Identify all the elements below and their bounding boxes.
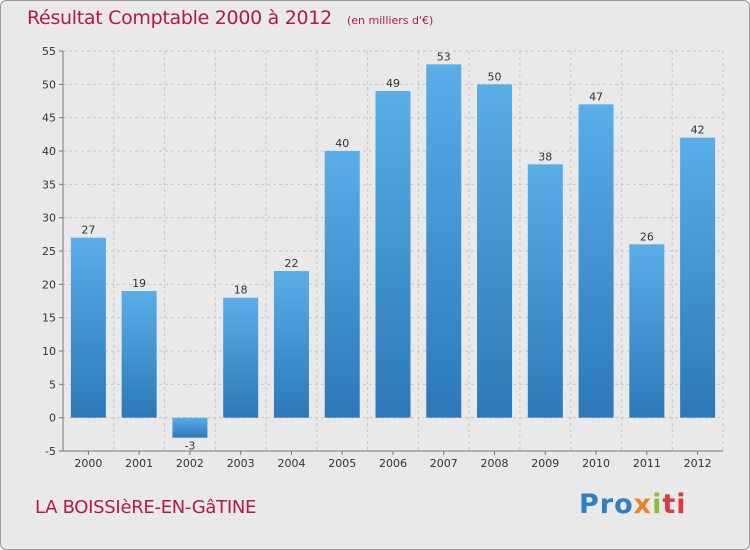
logo-part-2: x <box>633 489 653 520</box>
bar-2010 <box>578 104 614 418</box>
logo-part-4: ti <box>662 489 687 520</box>
data-label-2012: 42 <box>691 124 705 137</box>
data-label-2009: 38 <box>538 150 552 163</box>
data-label-2000: 27 <box>81 224 95 237</box>
bar-2011 <box>629 244 665 418</box>
y-tick-label: 10 <box>42 345 56 358</box>
axes: -5 0 5 10 15 20 25 30 35 40 45 50 55 2000 2001 2002 2003… <box>42 45 723 470</box>
y-tick-label: -5 <box>45 445 56 458</box>
bar-2001 <box>121 291 157 418</box>
x-tick-label-2003: 2003 <box>227 457 255 470</box>
data-label-2007: 53 <box>437 50 451 63</box>
data-label-2005: 40 <box>335 137 349 150</box>
y-tick-label: 0 <box>49 412 56 425</box>
bar-2007 <box>426 64 462 418</box>
data-label-2002: -3 <box>184 440 195 453</box>
y-tick-label: 5 <box>49 378 56 391</box>
bar-2003 <box>223 297 259 418</box>
logo-part-3: i <box>652 489 663 520</box>
bar-2008 <box>477 84 513 418</box>
bar-2002 <box>172 417 208 438</box>
bars <box>70 64 716 438</box>
data-label-2008: 50 <box>488 70 502 83</box>
y-tick-label: 20 <box>42 278 56 291</box>
x-tick-label-2004: 2004 <box>277 457 305 470</box>
x-tick-label-2008: 2008 <box>481 457 509 470</box>
bar-2009 <box>527 164 563 418</box>
data-label-2004: 22 <box>284 257 298 270</box>
x-tick-label-2009: 2009 <box>531 457 559 470</box>
data-label-2006: 49 <box>386 77 400 90</box>
bar-2005 <box>324 151 360 418</box>
x-tick-label-2001: 2001 <box>125 457 153 470</box>
y-tick-label: 15 <box>42 312 56 325</box>
data-label-2001: 19 <box>132 277 146 290</box>
bar-2012 <box>680 137 716 418</box>
y-tick-label: 30 <box>42 212 56 225</box>
labels: 27 19 -3 18 22 40 49 53 50 38 47 26 42 <box>81 50 704 452</box>
chart-subtitle: (en milliers d'€) <box>346 14 434 27</box>
data-label-2003: 18 <box>234 284 248 297</box>
y-tick-label: 25 <box>42 245 56 258</box>
x-tick-label-2000: 2000 <box>74 457 102 470</box>
x-tick-label-2011: 2011 <box>633 457 661 470</box>
place-name: LA BOISSIèRE-EN-GâTINE <box>35 497 257 518</box>
data-label-2010: 47 <box>589 90 603 103</box>
bar-2004 <box>273 271 309 418</box>
y-tick-label: 50 <box>42 78 56 91</box>
x-tick-label-2002: 2002 <box>176 457 204 470</box>
proxiti-logo[interactable]: Proxiti <box>579 489 687 520</box>
chart-title: Résultat Comptable 2000 à 2012 <box>27 7 332 29</box>
y-tick-label: 40 <box>42 145 56 158</box>
x-tick-label-2005: 2005 <box>328 457 356 470</box>
y-tick-label: 45 <box>42 112 56 125</box>
bar-2000 <box>70 237 106 418</box>
title-row: Résultat Comptable 2000 à 2012 (en milli… <box>27 7 433 29</box>
x-tick-label-2006: 2006 <box>379 457 407 470</box>
y-tick-label: 55 <box>42 45 56 58</box>
data-label-2011: 26 <box>640 230 654 243</box>
y-tick-label: 35 <box>42 178 56 191</box>
x-tick-label-2010: 2010 <box>582 457 610 470</box>
logo-part-1: Pro <box>579 489 634 520</box>
x-tick-label-2012: 2012 <box>684 457 712 470</box>
bar-2006 <box>375 91 411 418</box>
x-tick-label-2007: 2007 <box>430 457 458 470</box>
